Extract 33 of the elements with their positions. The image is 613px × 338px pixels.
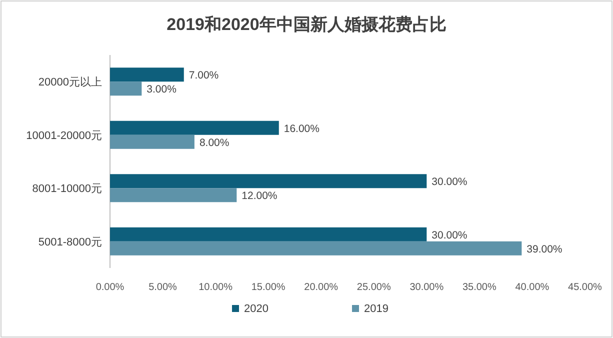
- bar: [110, 227, 427, 242]
- bar: [110, 134, 194, 149]
- data-label: 8.00%: [199, 136, 230, 149]
- x-tick-label: 25.00%: [356, 282, 391, 293]
- x-tick-label: 5.00%: [148, 282, 178, 293]
- x-tick-label: 40.00%: [515, 282, 550, 293]
- x-tick-label: 10.00%: [198, 282, 233, 293]
- x-tick-label: 45.00%: [568, 282, 602, 293]
- bar: [110, 82, 142, 96]
- x-tick-label: 0.00%: [96, 282, 124, 293]
- legend-label: 2019: [364, 303, 388, 315]
- x-tick-label: 30.00%: [410, 282, 444, 293]
- x-tick-label: 20.00%: [304, 282, 338, 293]
- data-label: 30.00%: [432, 229, 468, 242]
- data-label: 39.00%: [526, 243, 562, 256]
- data-label: 16.00%: [284, 122, 320, 135]
- x-tick-label: 35.00%: [462, 282, 497, 293]
- y-tick-label: 10001-20000元: [26, 130, 102, 142]
- y-tick-label: 20000元以上: [38, 76, 102, 89]
- bar: [110, 68, 184, 82]
- legend-label: 2020: [244, 303, 268, 315]
- bar: [110, 241, 522, 256]
- data-label: 12.00%: [242, 190, 278, 202]
- bar: [110, 188, 237, 202]
- bar: [110, 120, 279, 135]
- bar: [110, 174, 427, 188]
- data-label: 3.00%: [146, 84, 176, 96]
- chart-title: 2019和2020年中国新人婚摄花费占比: [166, 15, 446, 34]
- data-label: 30.00%: [432, 176, 468, 188]
- y-tick-label: 8001-10000元: [32, 183, 102, 196]
- data-label: 7.00%: [188, 70, 219, 82]
- y-tick-label: 5001-8000元: [38, 236, 102, 248]
- x-tick-label: 15.00%: [251, 282, 286, 293]
